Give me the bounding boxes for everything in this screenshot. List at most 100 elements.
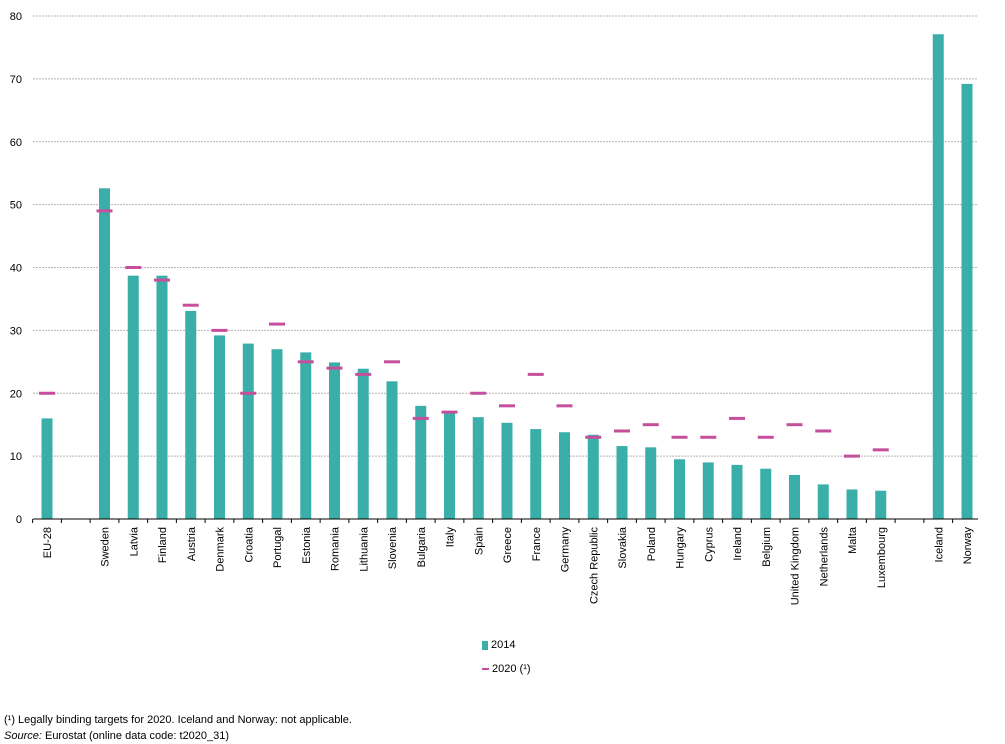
target-marker <box>96 209 113 213</box>
chart-notes: (¹) Legally binding targets for 2020. Ic… <box>4 712 352 744</box>
x-tick-label: Poland <box>646 527 658 561</box>
y-tick-label: 30 <box>10 325 22 337</box>
target-marker <box>182 303 199 307</box>
target-marker <box>671 435 688 439</box>
target-marker <box>527 372 544 376</box>
target-marker <box>815 429 832 433</box>
y-tick-label: 80 <box>10 11 22 23</box>
legend-item-2014: 2014 <box>482 639 515 651</box>
legend-item-2020: 2020 (¹) <box>482 663 531 675</box>
x-tick-label: Lithuania <box>358 526 370 572</box>
x-axis-labels: EU-28 Sweden Latvia Finland Austria Denmark Cr… <box>42 526 974 605</box>
target-marker <box>844 454 860 458</box>
target-marker <box>39 391 55 395</box>
source-line: Source: Eurostat (online data code: t202… <box>4 728 352 744</box>
legend-swatch-2020 <box>482 668 489 670</box>
x-tick-label: Croatia <box>243 526 255 562</box>
x-tick-label: Czech Republic <box>588 527 600 605</box>
target-marker <box>499 404 515 408</box>
x-tick-label: Estonia <box>301 526 313 564</box>
y-tick-label: 60 <box>10 137 22 149</box>
x-tick-label: Portugal <box>272 527 284 568</box>
y-tick-label: 20 <box>10 388 22 400</box>
target-marker <box>297 360 314 364</box>
bar <box>99 188 110 519</box>
target-marker <box>240 391 257 395</box>
bar <box>731 464 743 519</box>
y-tick-label: 40 <box>10 263 22 275</box>
target-marker <box>614 429 630 433</box>
x-tick-label: Latvia <box>128 526 140 556</box>
bar <box>616 446 628 519</box>
bar <box>242 343 254 519</box>
marker-series-2020 <box>39 209 889 458</box>
x-tick-label: Malta <box>847 526 859 554</box>
bar <box>530 429 542 519</box>
target-marker <box>154 278 170 282</box>
x-tick-label: Cyprus <box>703 527 715 562</box>
legend-swatch-2014 <box>482 640 488 650</box>
x-tick-label: Austria <box>186 526 198 561</box>
target-marker <box>700 435 717 439</box>
bar <box>214 335 225 519</box>
x-tick-label: Germany <box>560 527 572 573</box>
x-tick-label: Denmark <box>215 527 227 572</box>
bar <box>444 411 455 519</box>
bar <box>472 417 484 519</box>
bar <box>817 484 829 519</box>
x-tick-label: Netherlands <box>818 527 830 587</box>
target-marker <box>470 391 487 395</box>
y-tick-label: 10 <box>10 451 22 463</box>
x-tick-label: Slovakia <box>617 526 629 568</box>
gridlines <box>33 15 978 457</box>
y-tick-label: 0 <box>16 514 22 526</box>
target-marker <box>412 416 429 420</box>
bar <box>702 462 714 519</box>
bar <box>41 418 53 519</box>
bar <box>645 447 657 519</box>
bar <box>875 490 887 519</box>
x-tick-label: Sweden <box>100 527 112 567</box>
x-tick-label: Romania <box>330 526 342 571</box>
x-tick-label: Iceland <box>933 527 945 562</box>
source-text: Eurostat (online data code: t2020_31) <box>41 730 230 742</box>
bar <box>587 434 599 519</box>
target-marker <box>441 410 458 414</box>
y-tick-label: 50 <box>10 200 22 212</box>
y-tick-label: 70 <box>10 74 22 86</box>
x-tick-label: Italy <box>445 527 457 548</box>
target-marker <box>729 416 745 420</box>
bar-chart: 0 10 20 30 40 50 60 70 80 EU-28 Sweden Latvia Finla… <box>10 11 978 605</box>
x-tick-label: Belgium <box>761 527 773 567</box>
bar <box>127 275 139 519</box>
target-marker <box>642 423 659 427</box>
legend-label-2020: 2020 (¹) <box>492 663 531 675</box>
x-tick-label: Finland <box>157 527 169 563</box>
target-marker <box>786 423 803 427</box>
target-marker <box>556 404 573 408</box>
x-tick-label: Greece <box>502 527 514 563</box>
target-marker <box>757 435 774 439</box>
x-tick-label: Spain <box>473 527 485 555</box>
x-tick-label: Bulgaria <box>416 526 428 567</box>
y-axis: 0 10 20 30 40 50 60 70 80 <box>10 11 22 526</box>
bar-series-2014 <box>41 34 973 519</box>
target-marker <box>585 435 602 439</box>
bar <box>415 405 427 519</box>
legend-label-2014: 2014 <box>491 639 516 651</box>
bar <box>271 349 283 519</box>
x-tick-label: EU-28 <box>42 527 54 558</box>
source-label: Source: <box>4 730 42 742</box>
x-tick-label: Hungary <box>675 527 687 569</box>
target-marker <box>326 366 343 370</box>
x-tick-label: France <box>531 527 543 561</box>
bar <box>300 352 312 519</box>
target-marker <box>355 372 372 376</box>
bar <box>559 432 570 519</box>
bar <box>932 34 944 519</box>
target-marker <box>269 322 285 326</box>
bar <box>961 83 973 519</box>
x-tick-label: Slovenia <box>387 526 399 569</box>
bar <box>846 489 858 519</box>
target-marker <box>211 328 228 332</box>
